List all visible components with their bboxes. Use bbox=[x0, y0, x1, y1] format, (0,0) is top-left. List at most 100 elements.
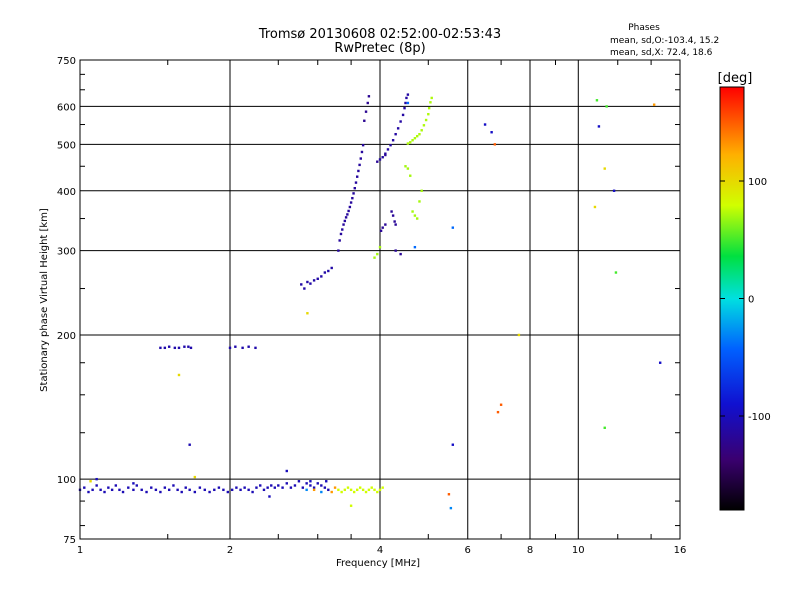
data-point bbox=[145, 490, 148, 494]
data-point bbox=[367, 488, 371, 492]
y-tick-label: 75 bbox=[63, 535, 76, 546]
data-point bbox=[389, 143, 392, 147]
x-tick-label: 1 bbox=[77, 545, 83, 556]
data-point bbox=[496, 410, 500, 414]
data-point bbox=[411, 139, 414, 142]
data-point bbox=[303, 287, 306, 290]
data-point bbox=[597, 125, 601, 128]
data-point bbox=[342, 223, 345, 226]
data-point bbox=[226, 490, 230, 494]
data-point bbox=[483, 123, 487, 126]
data-point bbox=[411, 210, 414, 213]
data-point bbox=[300, 283, 303, 286]
data-point bbox=[378, 245, 382, 249]
data-point bbox=[352, 490, 356, 494]
data-point bbox=[312, 488, 316, 492]
data-point bbox=[222, 488, 225, 492]
y-tick-labels: 75 100 200 300 400 500 600 750 bbox=[57, 56, 76, 546]
x-tick-label: 16 bbox=[674, 545, 687, 556]
grid-lines bbox=[80, 60, 680, 539]
data-point bbox=[364, 490, 368, 494]
y-tick-label: 750 bbox=[57, 56, 76, 67]
data-point bbox=[394, 223, 397, 226]
plot-frame bbox=[79, 59, 681, 540]
data-point bbox=[241, 346, 244, 350]
data-point bbox=[340, 490, 343, 494]
data-point bbox=[132, 482, 135, 485]
data-point bbox=[399, 252, 402, 256]
y-tick-label: 500 bbox=[57, 140, 76, 151]
data-point bbox=[376, 490, 379, 494]
data-point bbox=[658, 361, 662, 364]
data-point bbox=[394, 249, 397, 252]
data-point bbox=[381, 226, 384, 229]
data-point bbox=[384, 153, 387, 157]
chart-title: Tromsø 20130608 02:52:00-02:53:43 bbox=[258, 27, 501, 42]
phases-line-o: mean, sd,O:-103.4, 15.2 bbox=[610, 36, 719, 46]
data-point bbox=[378, 158, 382, 161]
data-point bbox=[338, 239, 341, 242]
data-point bbox=[366, 101, 369, 105]
data-point bbox=[355, 175, 359, 178]
data-point bbox=[228, 346, 232, 350]
data-point bbox=[110, 488, 114, 492]
data-point bbox=[188, 443, 191, 446]
data-point bbox=[391, 214, 395, 217]
data-point bbox=[198, 486, 202, 489]
data-point bbox=[614, 271, 618, 274]
data-point bbox=[251, 490, 254, 494]
data-point bbox=[193, 490, 197, 494]
y-tick-label: 600 bbox=[57, 102, 76, 113]
data-point bbox=[493, 143, 497, 146]
data-point bbox=[208, 490, 211, 494]
data-point bbox=[422, 124, 426, 127]
data-point bbox=[127, 486, 130, 489]
data-point bbox=[413, 245, 417, 249]
data-point bbox=[593, 205, 597, 209]
data-point bbox=[354, 181, 358, 184]
data-point bbox=[384, 223, 387, 226]
data-point bbox=[177, 373, 181, 377]
data-point bbox=[347, 209, 350, 213]
x-tick-label: 10 bbox=[572, 545, 585, 556]
data-point bbox=[312, 486, 316, 489]
data-point bbox=[420, 129, 423, 132]
data-point bbox=[121, 490, 125, 494]
data-point bbox=[420, 189, 423, 192]
data-point bbox=[177, 346, 181, 350]
colorbar-tick-label: 100 bbox=[748, 177, 767, 188]
colorbar-ticks: 100 0 -100 bbox=[720, 177, 771, 423]
data-point bbox=[173, 346, 177, 350]
axis-ticks bbox=[80, 60, 680, 539]
data-point bbox=[327, 488, 330, 492]
data-point bbox=[309, 484, 312, 487]
data-point bbox=[363, 119, 366, 122]
data-point bbox=[337, 249, 340, 252]
x-tick-label: 4 bbox=[377, 545, 383, 556]
data-point bbox=[247, 345, 250, 348]
y-tick-label: 300 bbox=[57, 247, 76, 258]
data-point bbox=[346, 486, 350, 489]
data-point bbox=[406, 93, 410, 96]
data-point bbox=[348, 205, 352, 209]
data-point bbox=[150, 486, 153, 489]
phases-line-x: mean, sd,X: 72.4, 18.6 bbox=[610, 48, 713, 58]
data-point bbox=[405, 96, 408, 100]
data-point bbox=[449, 506, 453, 510]
data-point bbox=[213, 488, 216, 492]
data-point bbox=[406, 101, 410, 105]
data-point bbox=[320, 490, 323, 494]
data-point bbox=[330, 490, 333, 494]
data-point bbox=[409, 174, 412, 177]
data-point bbox=[447, 493, 451, 496]
data-point bbox=[184, 486, 187, 489]
data-point bbox=[89, 480, 92, 483]
data-point bbox=[373, 256, 376, 259]
data-point bbox=[189, 346, 193, 350]
data-point bbox=[605, 105, 608, 108]
data-point bbox=[323, 271, 327, 274]
data-point bbox=[297, 480, 301, 483]
data-point bbox=[95, 484, 98, 487]
data-point bbox=[429, 101, 432, 104]
